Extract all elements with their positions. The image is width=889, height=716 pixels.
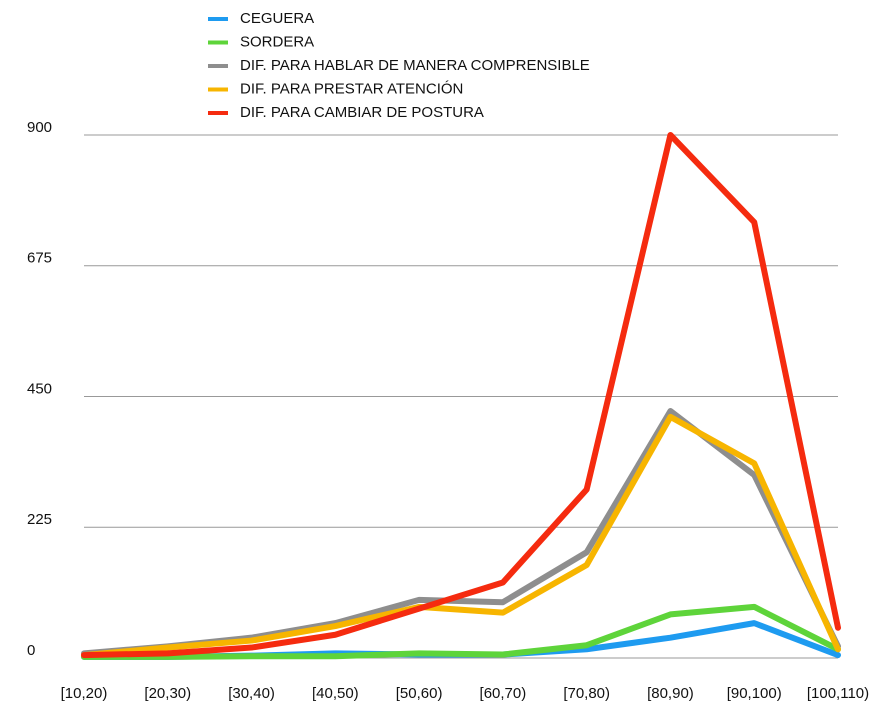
x-tick-label: [50,60) (396, 685, 443, 702)
legend-label: DIF. PARA HABLAR DE MANERA COMPRENSIBLE (240, 57, 590, 74)
x-tick-label: [20,30) (144, 685, 191, 702)
x-tick-label: [60,70) (480, 685, 527, 702)
y-tick-label: 450 (27, 380, 52, 397)
x-tick-label: [30,40) (228, 685, 275, 702)
legend-label: SORDERA (240, 33, 314, 50)
line (81, 132, 841, 659)
y-tick-label: 225 (27, 511, 52, 528)
line (81, 413, 841, 659)
x-tick-label: [70,80) (563, 685, 610, 702)
y-tick-label: 0 (27, 642, 35, 659)
legend-label: CEGUERA (240, 10, 314, 27)
x-tick-label: [100,110) (807, 685, 869, 702)
x-tick-label: [90,100) (727, 685, 782, 702)
legend-label: DIF. PARA CAMBIAR DE POSTURA (240, 104, 484, 121)
y-tick-label: 900 (27, 119, 52, 136)
x-tick-label: [10,20) (61, 685, 108, 702)
x-tick-label: [80,90) (647, 685, 694, 702)
legend-label: DIF. PARA PRESTAR ATENCIÓN (240, 80, 463, 97)
x-tick-label: [40,50) (312, 685, 359, 702)
line (81, 603, 841, 660)
y-tick-label: 675 (27, 250, 52, 267)
